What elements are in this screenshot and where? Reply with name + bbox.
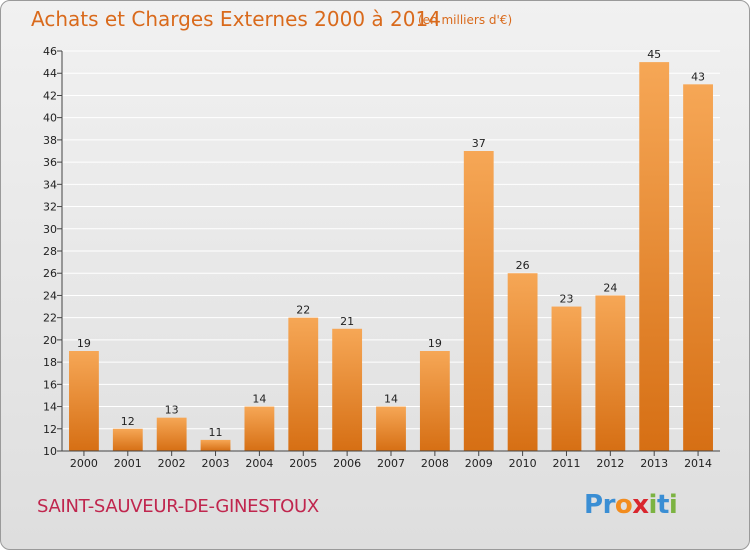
y-tick-label: 30 <box>43 223 57 236</box>
bar-2006 <box>332 328 363 451</box>
data-labels: 19 12 13 11 14 22 21 14 19 37 26 23 24 45 43 <box>77 48 705 439</box>
y-tick-label: 10 <box>43 445 57 458</box>
logo-letter: x <box>632 490 649 520</box>
chart-title: Achats et Charges Externes 2000 à 2014 <box>31 7 441 31</box>
y-tick-label: 26 <box>43 267 57 280</box>
y-tick-label: 16 <box>43 378 57 391</box>
bar-2010 <box>507 273 538 451</box>
town-name: SAINT-SAUVEUR-DE-GINESTOUX <box>37 496 319 517</box>
y-tick-label: 24 <box>43 289 57 302</box>
bar-2003 <box>200 439 231 451</box>
y-tick-label: 38 <box>43 134 57 147</box>
x-tick-label-2012: 2012 <box>596 457 624 470</box>
value-label-2003: 11 <box>209 426 223 439</box>
bar-2011 <box>551 306 582 451</box>
y-tick-label: 34 <box>43 178 57 191</box>
value-label-2008: 19 <box>428 337 442 350</box>
x-tick-label-2014: 2014 <box>684 457 712 470</box>
chart-subtitle: (en milliers d'€) <box>418 13 513 27</box>
x-tick-label-2008: 2008 <box>421 457 449 470</box>
value-label-2006: 21 <box>340 315 354 328</box>
x-tick-label-2005: 2005 <box>289 457 317 470</box>
x-tick-label-2002: 2002 <box>158 457 186 470</box>
bar-2013 <box>639 62 670 451</box>
logo-letter: P <box>584 490 603 520</box>
x-tick-label-2003: 2003 <box>202 457 230 470</box>
y-tick-label: 42 <box>43 89 57 102</box>
y-tick-label: 18 <box>43 356 57 369</box>
bar-2004 <box>244 406 275 451</box>
proxiti-logo: Proxiti <box>584 490 678 520</box>
value-label-2000: 19 <box>77 337 91 350</box>
logo-letter: r <box>602 490 616 520</box>
value-label-2002: 13 <box>165 404 179 417</box>
bar-2005 <box>288 317 319 451</box>
y-tick-label: 20 <box>43 334 57 347</box>
bar-2001 <box>112 428 143 451</box>
value-label-2013: 45 <box>647 48 661 61</box>
value-label-2001: 12 <box>121 415 135 428</box>
y-tick-label: 36 <box>43 156 57 169</box>
bar-2014 <box>683 84 713 451</box>
value-label-2010: 26 <box>516 259 530 272</box>
value-label-2007: 14 <box>384 393 398 406</box>
x-tick-label-2010: 2010 <box>509 457 537 470</box>
bars <box>69 62 713 451</box>
y-tick-label: 32 <box>43 201 57 214</box>
value-label-2014: 43 <box>691 70 705 83</box>
bar-2002 <box>156 417 187 451</box>
y-tick-label: 46 <box>43 45 57 58</box>
logo-letter: o <box>614 490 633 520</box>
logo-letter: t <box>656 490 669 520</box>
value-label-2011: 23 <box>559 293 573 306</box>
value-label-2009: 37 <box>472 137 486 150</box>
value-label-2012: 24 <box>603 281 617 294</box>
value-label-2005: 22 <box>296 304 310 317</box>
bar-2007 <box>376 406 406 451</box>
x-tick-label-2011: 2011 <box>552 457 580 470</box>
x-tick-label-2013: 2013 <box>640 457 668 470</box>
axes: 10 12 14 16 18 20 22 24 26 28 30 32 34 36 38 40 42 44 46 20… <box>43 45 720 470</box>
logo-letter: i <box>648 490 658 520</box>
y-tick-label: 22 <box>43 312 57 325</box>
x-tick-label-2004: 2004 <box>245 457 273 470</box>
x-tick-label-2007: 2007 <box>377 457 405 470</box>
value-label-2004: 14 <box>252 393 266 406</box>
bar-2008 <box>419 351 450 451</box>
y-tick-label: 12 <box>43 423 57 436</box>
bar-2000 <box>69 351 99 451</box>
x-tick-label-2006: 2006 <box>333 457 361 470</box>
logo-letter: i <box>668 490 678 520</box>
bar-2012 <box>595 295 626 451</box>
x-tick-label-2000: 2000 <box>70 457 98 470</box>
y-tick-label: 28 <box>43 245 57 258</box>
y-tick-label: 40 <box>43 112 57 125</box>
y-tick-label: 14 <box>43 401 57 414</box>
x-tick-label-2001: 2001 <box>114 457 142 470</box>
y-tick-label: 44 <box>43 67 57 80</box>
x-tick-label-2009: 2009 <box>465 457 493 470</box>
bar-2009 <box>463 151 494 451</box>
